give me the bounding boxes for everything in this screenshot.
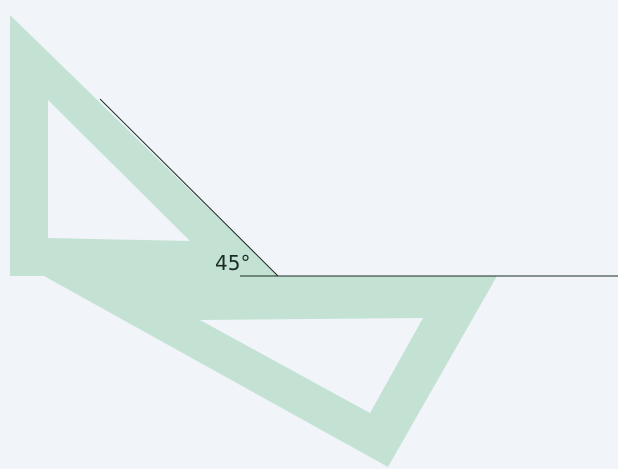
lower-set-square [44, 276, 497, 467]
angle-label: 45° [215, 251, 250, 275]
diagonal-line [99, 98, 279, 277]
upper-set-square [10, 15, 278, 276]
